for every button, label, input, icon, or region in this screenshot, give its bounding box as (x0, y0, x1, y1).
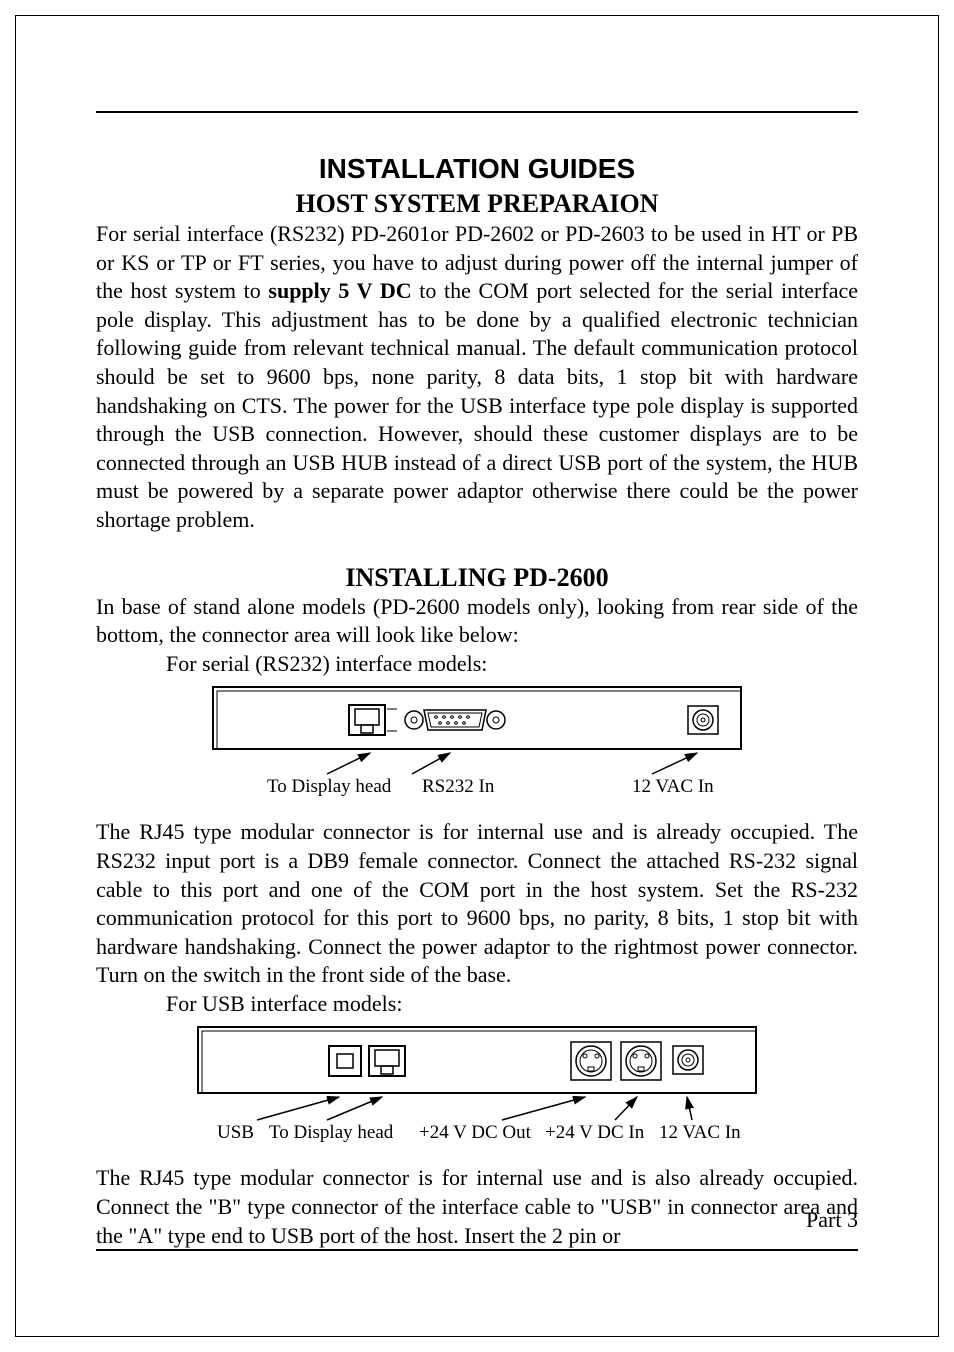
paragraph-host-prep: For serial interface (RS232) PD-2601or P… (96, 220, 858, 535)
page-number: Part 3 (806, 1207, 858, 1233)
paragraph-rj45-serial: The RJ45 type modular connector is for i… (96, 818, 858, 990)
page-inner-frame: INSTALLATION GUIDES HOST SYSTEM PREPARAI… (96, 111, 858, 1251)
diagram-usb-box (197, 1026, 757, 1094)
serial-models-label: For serial (RS232) interface models: (96, 650, 858, 679)
content-area: INSTALLATION GUIDES HOST SYSTEM PREPARAI… (96, 113, 858, 1250)
paragraph-rj45-usb: The RJ45 type modular connector is for i… (96, 1164, 858, 1250)
title-sub: HOST SYSTEM PREPARAION (96, 189, 858, 219)
diagram-usb-container: USB To Display head +24 V DC Out +24 V D… (96, 1026, 858, 1146)
para1-bold: supply 5 V DC (268, 278, 411, 303)
label-to-display-head: To Display head (267, 776, 391, 798)
usb-models-label: For USB interface models: (96, 990, 858, 1019)
diagram-usb-labels: USB To Display head +24 V DC Out +24 V D… (167, 1126, 767, 1146)
page-outer-frame: INSTALLATION GUIDES HOST SYSTEM PREPARAI… (15, 15, 939, 1337)
paragraph-base-intro: In base of stand alone models (PD-2600 m… (96, 593, 858, 650)
label-24v-dc-in: +24 V DC In (545, 1122, 644, 1144)
label-24v-dc-out: +24 V DC Out (419, 1122, 531, 1144)
diagram-usb-svg (199, 1028, 759, 1096)
label-rs232-in: RS232 In (422, 776, 494, 798)
para1-post: to the COM port selected for the serial … (96, 278, 858, 532)
diagram-serial-box (212, 686, 742, 750)
label-to-display-head-2: To Display head (269, 1122, 393, 1144)
diagram-serial-labels: To Display head RS232 In 12 VAC In (212, 780, 742, 800)
title-main: INSTALLATION GUIDES (96, 153, 858, 185)
diagram-serial-container: To Display head RS232 In 12 VAC In (96, 686, 858, 800)
label-usb: USB (217, 1122, 254, 1144)
label-12vac-in: 12 VAC In (632, 776, 714, 798)
label-12vac-in-2: 12 VAC In (659, 1122, 741, 1144)
diagram-serial-svg (214, 688, 744, 752)
section-heading-install: INSTALLING PD-2600 (96, 563, 858, 593)
